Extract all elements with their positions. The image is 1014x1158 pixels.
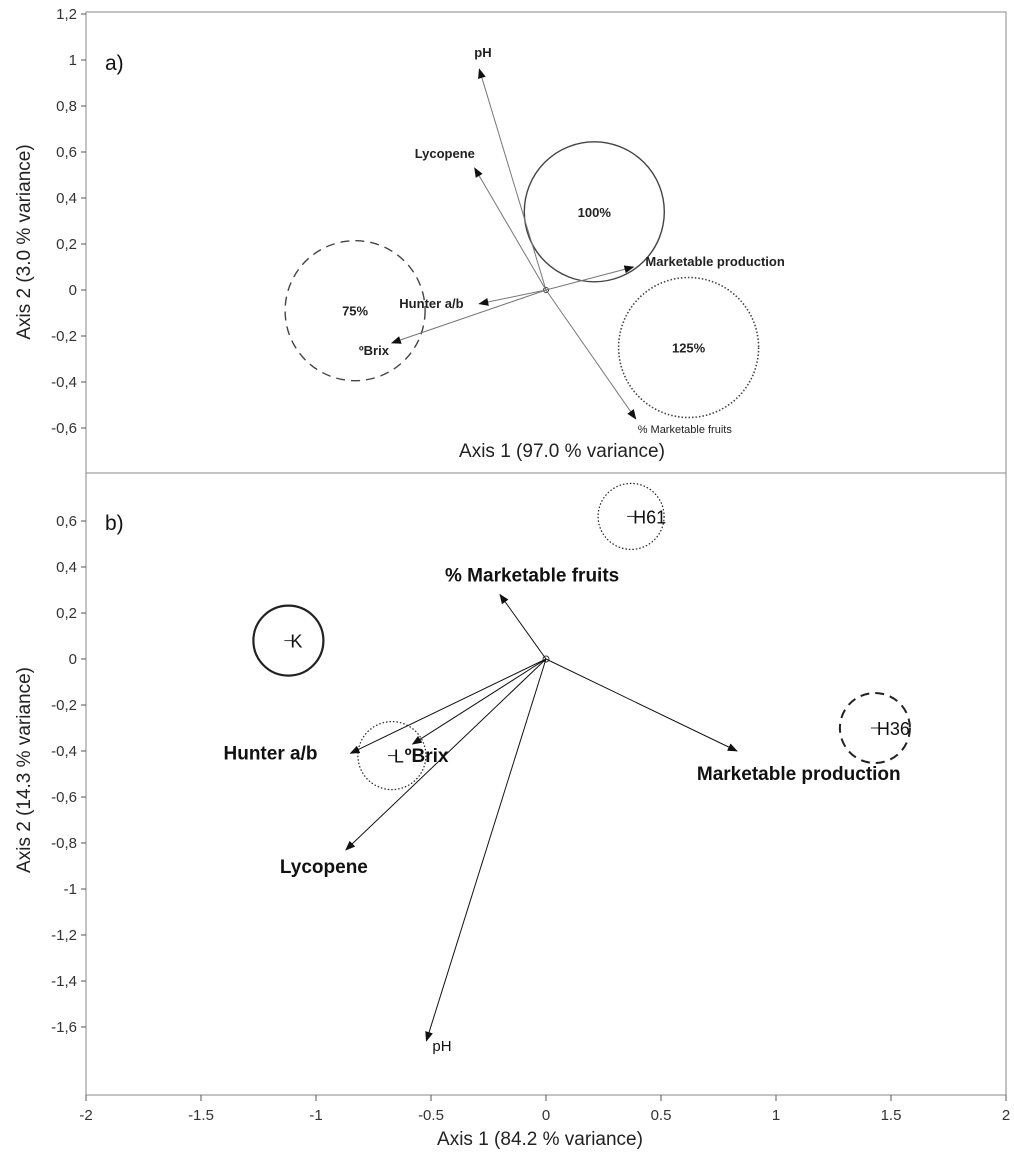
panel-b-y-tick-label: -0,4: [51, 743, 77, 760]
panel-a-y-axis-title: Axis 2 (3.0 % variance): [14, 144, 35, 339]
panel-b-y-tick-label: -1,4: [51, 973, 77, 990]
panel-b-group-circle-h61: [597, 482, 665, 551]
panel-a-group-circle-125: [617, 276, 760, 419]
panel-a-y-tick-label: 0,6: [56, 144, 77, 161]
panel-a-y-tick-label: -0,2: [51, 328, 77, 345]
panel-b-vector-lycopene: [345, 658, 547, 851]
panel-b-x-tick-label: 0: [542, 1107, 550, 1124]
panel-b: 0,6 0,4 0,2 0 -0,2 -0,4 -0,6 -0,8 -1 -1,2 -1,4 -1,6…: [14, 472, 1010, 1150]
panel-b-x-tick-label: 0.5: [651, 1107, 672, 1124]
panel-a-vector-brix: [390, 289, 547, 344]
panel-b-x-tick-label: -2: [79, 1107, 92, 1124]
panel-b-y-tick-label: 0,4: [56, 559, 77, 576]
panel-a-vector-hunter-a-b: [478, 289, 547, 306]
panel-b-x-tick-label: 1: [772, 1107, 780, 1124]
panel-b-vector-marketable-production: [545, 658, 738, 752]
panel-b-vector-label-hunter-a-b: Hunter a/b: [224, 743, 318, 764]
panel-b-group-label-k: K: [290, 632, 302, 652]
panel-a-group-label-100: 100%: [578, 205, 612, 220]
panel-b-y-axis-title: Axis 2 (14.3 % variance): [14, 667, 35, 873]
panel-a-y-tick-label: 1: [69, 52, 77, 69]
panel-a-vector-label-brix: ºBrix: [359, 343, 390, 358]
panel-a-frame: [85, 11, 1007, 474]
panel-a-group-label-75: 75%: [342, 304, 368, 319]
panel-a-vector-lycopene: [474, 167, 547, 291]
panel-a-vector-ph: [478, 68, 547, 291]
panel-a-y-tick-label: 0,8: [56, 98, 77, 115]
panel-b-y-tick-label: -1,6: [51, 1019, 77, 1036]
panel-b-group-label-h36: H36: [877, 719, 910, 739]
panel-a-group-circle-100: [523, 141, 665, 283]
panel-a-group-label-125: 125%: [672, 341, 706, 356]
panel-a-y-tick-label: 0,2: [56, 236, 77, 253]
panel-b-y-tick-label: 0,2: [56, 605, 77, 622]
panel-b-x-tick-label: 2: [1002, 1107, 1010, 1124]
panel-b-vector-ph: [425, 658, 547, 1042]
panel-b-y-tick-label: 0: [69, 651, 77, 668]
panel-a-y-tick-label: 1,2: [56, 6, 77, 23]
panel-b-y-tick-label: 0,6: [56, 513, 77, 530]
panel-a-vector-label-hunter-a-b: Hunter a/b: [399, 296, 463, 311]
panel-a-y-tick-label: 0,4: [56, 190, 77, 207]
panel-b-vector-label-ph: pH: [432, 1038, 451, 1055]
panel-b-group-circle-h36: [838, 692, 911, 764]
panel-a-group-circle-75: [284, 240, 426, 382]
panel-b-vector-label-brix: ºBrix: [405, 746, 449, 767]
panel-b-y-tick-label: -0,2: [51, 697, 77, 714]
panel-a-y-tick-label: 0: [69, 282, 77, 299]
panel-b-y-tick-label: -0,8: [51, 835, 77, 852]
panel-b-y-tick-label: -0,6: [51, 789, 77, 806]
panel-a-y-tick-label: -0,4: [51, 374, 77, 391]
panel-b-y-tick-label: -1: [64, 881, 77, 898]
panel-b-vector-label-marketable-production: Marketable production: [697, 764, 901, 785]
panel-a-vector-label-marketable-production: Marketable production: [645, 254, 784, 269]
panel-a: 1,2 1 0,8 0,6 0,4 0,2 0 -0,2 -0,4 -0,6 a) Axis 1 (9…: [14, 6, 1007, 474]
panel-b-vector-brix: [411, 658, 547, 745]
panel-a-vector-label-marketable-fruits: % Marketable fruits: [638, 424, 733, 436]
panel-a-vector-marketable-fruits: [545, 289, 637, 420]
panel-b-x-tick-label: 1.5: [881, 1107, 902, 1124]
panel-b-vector-label-marketable-fruits: % Marketable fruits: [445, 566, 619, 587]
panel-b-y-tick-label: -1,2: [51, 927, 77, 944]
panel-a-vector-marketable-production: [545, 265, 635, 291]
panel-b-x-tick-label: -0.5: [418, 1107, 444, 1124]
panel-b-vector-marketable-fruits: [499, 593, 547, 660]
panel-a-vector-label-lycopene: Lycopene: [415, 146, 475, 161]
panel-b-label: b): [105, 512, 124, 535]
panel-a-y-tick-label: -0,6: [51, 420, 77, 437]
panel-b-group-circle-l: [357, 720, 427, 791]
panel-a-label: a): [105, 52, 124, 75]
panel-b-group-label-l: L: [394, 747, 404, 767]
panel-b-group-label-h61: H61: [633, 507, 666, 527]
panel-b-x-tick-label: -1.5: [188, 1107, 214, 1124]
panel-b-x-axis-title: Axis 1 (84.2 % variance): [437, 1129, 643, 1150]
panel-b-group-circle-k: [252, 604, 325, 677]
panel-b-vector-hunter-a-b: [349, 658, 547, 754]
panel-a-x-axis-title: Axis 1 (97.0 % variance): [459, 441, 665, 462]
panel-a-vector-label-ph: pH: [474, 45, 491, 60]
panel-b-vector-label-lycopene: Lycopene: [280, 857, 368, 878]
panel-b-x-tick-label: -1: [309, 1107, 322, 1124]
